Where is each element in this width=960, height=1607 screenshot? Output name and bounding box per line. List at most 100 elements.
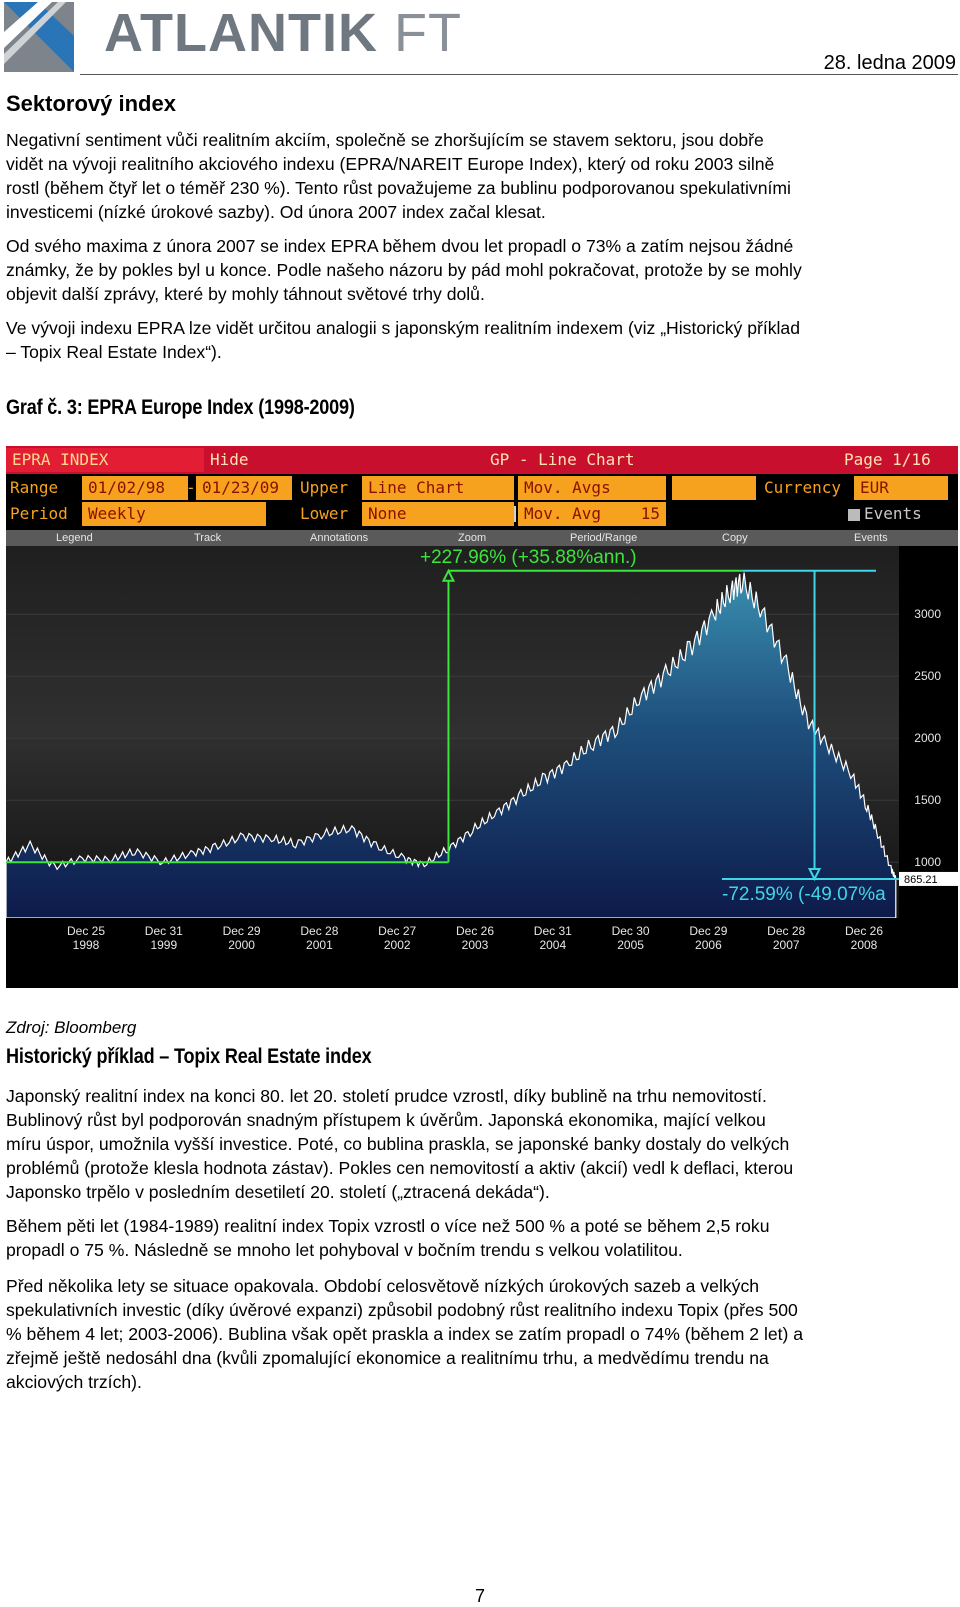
mov-avg-value[interactable]: 15 — [618, 502, 666, 526]
text-line: % během 4 let; 2003-2006). Bublina však … — [6, 1324, 804, 1344]
currency-select[interactable]: EUR — [854, 476, 948, 500]
range-dash: - — [186, 478, 196, 497]
y-tick-label: 1500 — [914, 793, 941, 807]
paragraph-2: Od svého maxima z února 2007 se index EP… — [6, 234, 958, 306]
toolbar-legend[interactable]: Legend — [56, 532, 93, 544]
text-line: vidět na vývoji realitního akciového ind… — [6, 154, 775, 174]
last-price-tag: 865.21 — [904, 874, 938, 886]
mov-avgs-field[interactable] — [672, 476, 756, 500]
x-tick-label: Dec 26 — [845, 924, 883, 938]
y-axis: 1000 1500 2000 2500 3000 — [914, 607, 941, 869]
lower-label: Lower — [300, 504, 349, 523]
header-divider — [80, 74, 958, 75]
events-label: Events — [864, 504, 922, 523]
toolbar-zoom[interactable]: Zoom — [458, 532, 487, 544]
text-line: problémů (protože klesla hodnota zástav)… — [6, 1158, 794, 1178]
y-tick-label: 1000 — [914, 855, 941, 869]
y-tick-label: 2500 — [914, 669, 941, 683]
x-tick-year: 2008 — [851, 938, 878, 952]
text-line: spekulativních investic (díky úvěrové ex… — [6, 1300, 798, 1320]
paragraph-1: Negativní sentiment vůči realitním akcií… — [6, 128, 958, 224]
x-tick-year: 2004 — [539, 938, 566, 952]
text-line: Během pěti let (1984-1989) realitní inde… — [6, 1216, 770, 1236]
y-tick-label: 2000 — [914, 731, 941, 745]
up-arrow-icon — [441, 568, 456, 582]
period-label: Period — [10, 504, 68, 523]
toolbar-events[interactable]: Events — [854, 532, 888, 544]
toolbar-annotations[interactable]: Annotations — [310, 532, 369, 544]
mov-avgs-label: Mov. Avgs — [518, 476, 666, 500]
paragraph-6: Před několika lety se situace opakovala.… — [6, 1274, 958, 1394]
x-tick-year: 2006 — [695, 938, 722, 952]
x-tick-label: Dec 28 — [300, 924, 338, 938]
events-toggle[interactable]: Events — [848, 502, 922, 526]
currency-label: Currency — [764, 478, 842, 497]
document-date: 28. ledna 2009 — [823, 52, 956, 74]
annotations: +227.96% (+35.88%ann.) -72.59% (-49.07%a… — [6, 547, 958, 905]
text-line: rostl (během čtyř let o téměř 230 %). Te… — [6, 178, 791, 198]
text-line: známky, že by pokles byl u konce. Podle … — [6, 260, 802, 280]
x-tick-label: Dec 29 — [223, 924, 261, 938]
x-tick-year: 2001 — [306, 938, 333, 952]
page-number: 7 — [474, 1586, 485, 1606]
text-line: Ve vývoji indexu EPRA lze vidět určitou … — [6, 318, 800, 338]
paragraph-5: Během pěti let (1984-1989) realitní inde… — [6, 1214, 958, 1262]
last-price-tag-bg — [899, 871, 958, 886]
logo-suffix: FT — [393, 3, 462, 63]
chart-caption: Graf č. 3: EPRA Europe Index (1998-2009) — [6, 396, 355, 419]
page-header: ATLANTIK FT 28. ledna 2009 — [0, 0, 960, 80]
range-start-field[interactable]: 01/02/98 — [82, 476, 188, 500]
x-tick-year: 2007 — [773, 938, 800, 952]
text-line: Od svého maxima z února 2007 se index EP… — [6, 236, 794, 256]
range-label: Range — [10, 478, 59, 497]
logo-wordmark: ATLANTIK FT — [104, 2, 462, 64]
text-line: Negativní sentiment vůči realitním akcií… — [6, 130, 764, 150]
x-tick-label: Dec 30 — [612, 924, 650, 938]
period-select[interactable]: Weekly — [82, 502, 266, 526]
text-line: Před několika lety se situace opakovala.… — [6, 1276, 760, 1296]
atlantik-logo-icon — [4, 2, 74, 72]
page-indicator: Page 1/16 — [844, 450, 931, 469]
text-line: Japonský realitní index na konci 80. let… — [6, 1086, 767, 1106]
text-line: propadl o 75 %. Následně se mnoho let po… — [6, 1240, 683, 1260]
x-tick-year: 2003 — [462, 938, 489, 952]
range-end-field[interactable]: 01/23/09 — [196, 476, 292, 500]
text-line: míru úspor, umožnila vyšší investice. Po… — [6, 1134, 790, 1154]
down-arrow-icon — [807, 867, 822, 882]
up-annotation: +227.96% (+35.88%ann.) — [420, 547, 637, 568]
upper-label: Upper — [300, 478, 349, 497]
index-name: EPRA INDEX — [6, 448, 204, 472]
bloomberg-title-bar: EPRA INDEX Hide GP - Line Chart Page 1/1… — [6, 446, 958, 474]
x-tick-label: Dec 28 — [767, 924, 805, 938]
chart-toolbar: Legend Track Annotations Zoom Period/Ran… — [6, 530, 958, 546]
y-tick-label: 3000 — [914, 607, 941, 621]
x-tick-label: Dec 31 — [534, 924, 572, 938]
period-row: Period Weekly Lower None Mov. Avg 15 Eve… — [6, 502, 958, 530]
toolbar-track[interactable]: Track — [194, 532, 222, 544]
y-axis-panel — [899, 546, 958, 918]
x-tick-year: 2002 — [384, 938, 411, 952]
toolbar-copy[interactable]: Copy — [722, 532, 748, 544]
text-line: akciových trzích). — [6, 1372, 142, 1392]
x-tick-year: 1999 — [150, 938, 177, 952]
toolbar-period-range[interactable]: Period/Range — [570, 532, 638, 544]
x-tick-label: Dec 27 — [378, 924, 416, 938]
lower-study-select[interactable]: None — [362, 502, 514, 526]
text-line: zřejmě ještě nedosáhl dna (kvůli zpomalu… — [6, 1348, 769, 1368]
section-2-title: Historický příklad – Topix Real Estate i… — [6, 1045, 372, 1068]
section-title: Sektorový index — [6, 91, 176, 116]
events-checkbox-icon[interactable] — [848, 508, 860, 521]
x-tick-label: Dec 26 — [456, 924, 494, 938]
x-tick-label: Dec 31 — [145, 924, 183, 938]
x-tick-year: 2005 — [617, 938, 644, 952]
bloomberg-chart-panel: EPRA INDEX Hide GP - Line Chart Page 1/1… — [6, 446, 958, 988]
upper-study-select[interactable]: Line Chart — [362, 476, 514, 500]
text-line: Japonsko trpělo v posledním desetiletí 2… — [6, 1182, 550, 1202]
text-line: investicemi (nízké úrokové sazby). Od ún… — [6, 202, 546, 222]
x-tick-year: 1998 — [73, 938, 100, 952]
x-axis-band — [6, 918, 958, 988]
hide-button[interactable]: Hide — [210, 450, 249, 469]
range-row: Range 01/02/98 - 01/23/09 Upper Line Cha… — [6, 474, 958, 522]
